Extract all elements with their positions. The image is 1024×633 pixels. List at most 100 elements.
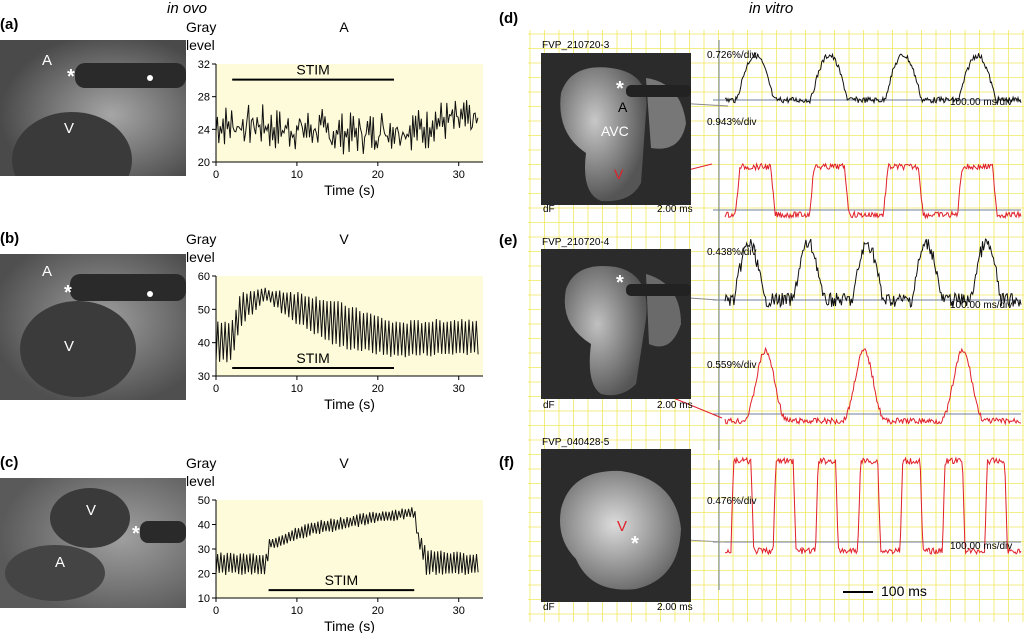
y-tick-label: 30 xyxy=(198,544,210,556)
frame-time-f: 2.00 ms xyxy=(657,602,693,613)
x-axis-label: Time (s) xyxy=(324,182,375,198)
panel-label-c: (c) xyxy=(0,454,19,471)
recording-code-e: FVP_210720-4 xyxy=(542,237,610,248)
ylabel-line1: Gray xyxy=(186,455,216,471)
scale-f: 0.476%/div xyxy=(707,496,757,507)
x-tick-label: 10 xyxy=(291,605,303,617)
panel-label-b: (b) xyxy=(0,230,20,247)
stim-label: STIM xyxy=(325,572,358,588)
chart-title: V xyxy=(339,455,349,471)
image-label-d-ventricle: V xyxy=(614,166,624,182)
df-label-f: dF xyxy=(543,602,555,613)
frame-time-d: 2.00 ms xyxy=(657,204,693,215)
image-label-a-ventricle: V xyxy=(64,120,74,137)
image-label-b-stim: * xyxy=(64,282,72,304)
optical-trace xyxy=(724,238,1022,309)
chart-a: Gray level A 20 24 28 32 0 10 20 30 Time (s) STIM xyxy=(186,19,483,198)
x-tick-label: 20 xyxy=(372,605,384,617)
recording-code-f: FVP_040428-5 xyxy=(542,437,610,448)
image-label-b-atrium: A xyxy=(42,263,52,280)
micrograph-f: V * xyxy=(541,449,691,602)
image-label-a-atrium: A xyxy=(42,52,52,69)
scale-d-bottom: 0.943%/div xyxy=(707,117,757,128)
y-tick-label: 20 xyxy=(198,569,210,581)
plot-area xyxy=(216,500,483,598)
image-label-b-ventricle: V xyxy=(64,338,74,355)
image-label-d-atrium: A xyxy=(618,99,628,115)
image-label-d-stim: * xyxy=(616,78,624,100)
panel-label-f: (f) xyxy=(499,454,514,471)
y-tick-label: 40 xyxy=(198,338,210,350)
x-tick-label: 0 xyxy=(213,605,219,617)
optical-trace xyxy=(724,52,1022,105)
scale-d-top: 0.726%/div xyxy=(707,50,757,61)
df-label-d: dF xyxy=(543,204,555,215)
image-label-a-stim: * xyxy=(67,66,75,88)
x-tick-label: 10 xyxy=(291,169,303,181)
in-vitro-header: in vitro xyxy=(749,0,794,17)
timebase-d: 100.00 ms/div xyxy=(950,97,1013,108)
micrograph-b: A V * xyxy=(0,254,186,400)
x-axis-label: Time (s) xyxy=(324,396,375,412)
y-tick-label: 30 xyxy=(198,371,210,383)
scale-bar-label: 100 ms xyxy=(881,583,927,599)
y-tick-label: 20 xyxy=(198,157,210,169)
df-label-e: dF xyxy=(543,400,555,411)
x-axis-label: Time (s) xyxy=(324,618,375,633)
y-tick-label: 40 xyxy=(198,520,210,532)
frame-time-e: 2.00 ms xyxy=(657,400,693,411)
ylabel-line1: Gray xyxy=(186,19,216,35)
y-tick-label: 24 xyxy=(198,124,210,136)
y-tick-label: 60 xyxy=(198,271,210,283)
ylabel-line2: level xyxy=(186,37,215,53)
chart-title: V xyxy=(339,231,349,247)
image-label-c-ventricle: V xyxy=(86,502,96,519)
image-label-c-stim: * xyxy=(132,523,140,545)
y-tick-label: 28 xyxy=(198,92,210,104)
ylabel-line1: Gray xyxy=(186,231,216,247)
y-tick-label: 50 xyxy=(198,495,210,507)
x-tick-label: 0 xyxy=(213,383,219,395)
timebase-f: 100.00 ms/div xyxy=(950,541,1013,552)
y-tick-label: 32 xyxy=(198,59,210,71)
micrograph-d: * A AVC V xyxy=(541,53,691,205)
scale-bar-line xyxy=(843,591,873,593)
image-label-e-stim: * xyxy=(616,272,624,294)
image-label-f-stim: * xyxy=(631,533,639,555)
chart-title: A xyxy=(339,19,349,35)
optical-trace xyxy=(724,346,1022,426)
micrograph-a: A V * xyxy=(0,40,186,176)
image-label-d-avc: AVC xyxy=(601,123,629,139)
panel-label-d: (d) xyxy=(499,10,519,27)
scale-e-bottom: 0.559%/div xyxy=(707,360,757,371)
x-tick-label: 20 xyxy=(372,169,384,181)
y-tick-label: 10 xyxy=(198,593,210,605)
chart-b: Gray level V 30 40 50 60 0 10 20 30 Time (s) STIM xyxy=(186,231,483,412)
timebase-e: 100.00 ms/div xyxy=(950,300,1013,311)
gray-level-trace xyxy=(215,287,479,363)
in-ovo-header: in ovo xyxy=(167,0,208,17)
x-tick-label: 10 xyxy=(291,383,303,395)
image-label-f-ventricle: V xyxy=(617,518,627,535)
x-tick-label: 30 xyxy=(453,605,465,617)
stim-label: STIM xyxy=(296,350,329,366)
optical-trace xyxy=(724,161,1022,220)
stim-label: STIM xyxy=(296,62,329,78)
micrograph-e: * xyxy=(541,249,691,399)
panel-label-e: (e) xyxy=(499,232,518,249)
scale-e-top: 0.438%/div xyxy=(707,247,757,258)
x-tick-label: 0 xyxy=(213,169,219,181)
x-tick-label: 30 xyxy=(453,169,465,181)
ylabel-line2: level xyxy=(186,249,215,265)
optical-trace xyxy=(724,456,1022,556)
y-tick-label: 50 xyxy=(198,304,210,316)
ylabel-line2: level xyxy=(186,473,215,489)
gray-level-trace xyxy=(215,507,479,576)
micrograph-c: V A * xyxy=(0,478,186,608)
image-label-c-atrium: A xyxy=(55,554,65,571)
x-tick-label: 30 xyxy=(453,383,465,395)
panel-label-a: (a) xyxy=(0,16,19,33)
recording-code-d: FVP_210720-3 xyxy=(542,40,610,51)
gray-level-trace xyxy=(215,100,479,155)
